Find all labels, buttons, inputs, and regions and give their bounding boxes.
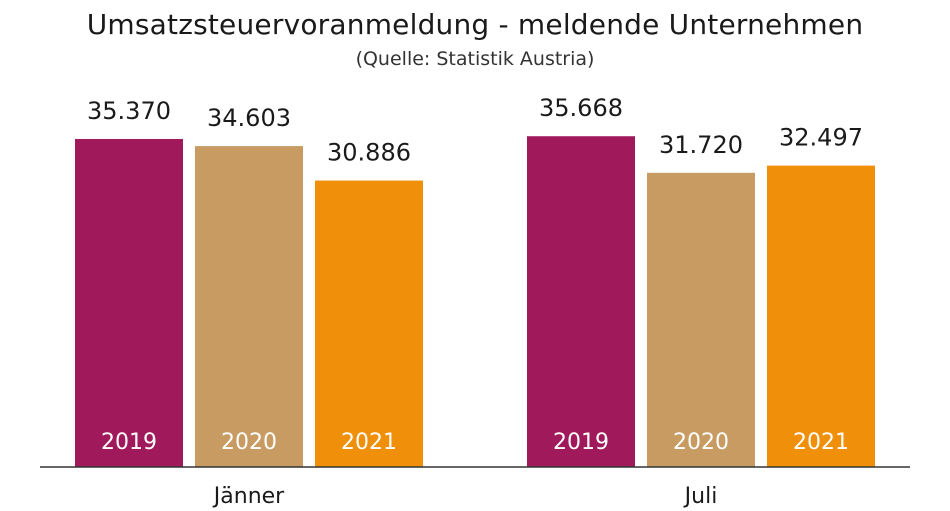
series-label: 2021 [341,430,397,455]
series-label: 2020 [673,430,729,455]
data-label: 30.886 [327,139,411,167]
category-label: Juli [683,484,718,509]
series-label: 2021 [793,430,849,455]
bar-jnner-2019 [75,138,183,467]
bar-juli-2021 [767,165,875,468]
data-label: 35.370 [87,97,171,125]
series-label: 2019 [101,430,157,455]
data-label: 32.497 [779,124,863,152]
chart-subtitle: (Quelle: Statistik Austria) [355,48,595,70]
data-label: 35.668 [539,94,623,122]
data-label: 34.603 [207,104,291,132]
bar-jnner-2020 [195,146,303,467]
bar-juli-2020 [647,172,755,467]
series-label: 2020 [221,430,277,455]
chart-title: Umsatzsteuervoranmeldung - meldende Unte… [86,8,864,41]
series-label: 2019 [553,430,609,455]
bar-juli-2019 [527,136,635,467]
bar-jnner-2021 [315,180,423,467]
data-label: 31.720 [659,131,743,159]
category-label: Jänner [212,484,285,509]
